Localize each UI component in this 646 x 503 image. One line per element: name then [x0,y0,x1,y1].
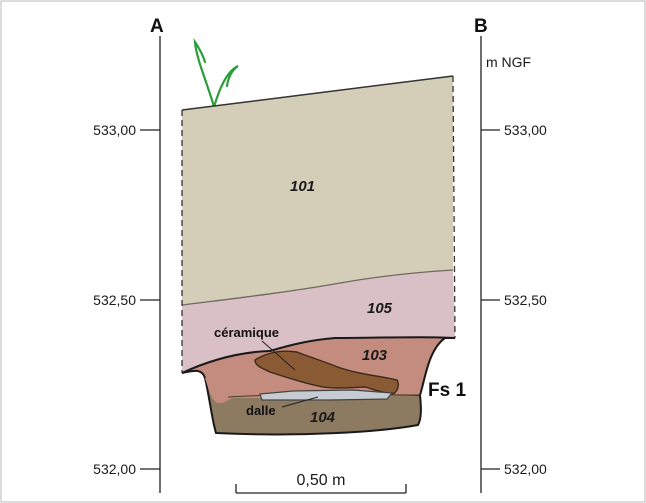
right-elevation-533-00: 533,00 [504,122,547,138]
left-elevation-532-00: 532,00 [93,461,136,477]
elevation-unit: m NGF [486,54,531,70]
right-section-edge [452,75,456,339]
section-label-a: A [150,16,164,37]
right-elevation-532-00: 532,00 [504,461,547,477]
ceramic-leader-line [261,340,296,371]
scale-bar [235,484,407,494]
layer-label-103: 103 [362,347,388,364]
left-elevation-533-00: 533,00 [93,122,136,138]
cut-edge-right [419,337,455,396]
stone-slab [259,389,394,401]
layer-105-fill [182,270,455,373]
interface-101-105 [181,269,454,306]
layer-label-104: 104 [310,409,336,426]
section-label-b: B [474,16,488,37]
cut-edge-fs1 [181,336,456,374]
cut-edge-left [181,369,206,379]
scale-bar-label: 0,50 m [297,472,346,489]
feature-label-fs1: Fs 1 [428,380,466,401]
left-elevation-532-50: 532,50 [93,292,136,308]
ceramic-find [254,350,399,395]
ceramic-label: céramique [214,325,279,340]
slab-label: dalle [246,403,276,418]
layer-101-fill [182,76,453,305]
ground-surface [181,75,454,111]
slab-leader-line [281,396,319,408]
layer-label-105: 105 [367,300,393,317]
layer-label-101: 101 [290,178,315,195]
grass-icon [193,37,239,109]
right-elevation-532-50: 532,50 [504,292,547,308]
